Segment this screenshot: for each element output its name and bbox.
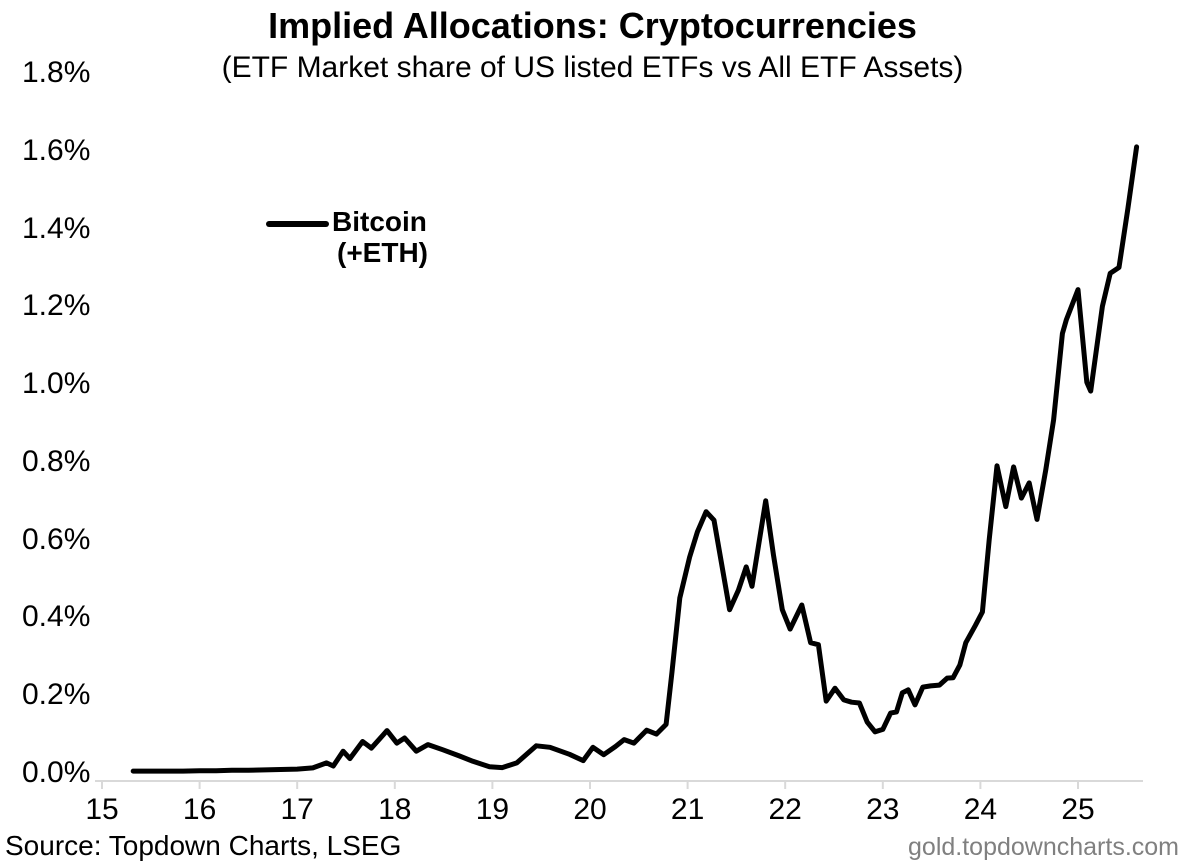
- legend-series-label-line1: Bitcoin: [332, 206, 427, 237]
- legend-series-label: Bitcoin (+ETH): [332, 206, 428, 268]
- y-tick-label: 1.6%: [22, 133, 91, 167]
- series-line-bitcoin-eth: [130, 144, 1140, 774]
- x-tick-label: 21: [670, 793, 705, 826]
- y-tick-label: 1.0%: [22, 367, 91, 401]
- legend-series-label-line2: (+ETH): [337, 237, 428, 268]
- x-tick-label: 15: [85, 793, 119, 826]
- y-tick-label: 0.8%: [22, 444, 91, 478]
- chart-subtitle: (ETF Market share of US listed ETFs vs A…: [221, 51, 964, 84]
- chart-title: Implied Allocations: Cryptocurrencies: [268, 5, 917, 46]
- y-tick-label: 0.2%: [22, 678, 91, 712]
- y-tick-label: 0.4%: [22, 600, 91, 634]
- x-tick-label: 22: [768, 793, 802, 826]
- y-tick-label: 0.0%: [22, 756, 91, 789]
- x-tick-label: 18: [378, 793, 412, 826]
- x-tick-label: 16: [182, 793, 217, 826]
- source-note: Source: Topdown Charts, LSEG: [5, 830, 402, 861]
- x-tick-label: 24: [963, 793, 998, 826]
- y-tick-label: 1.8%: [22, 56, 91, 89]
- watermark-link: gold.topdowncharts.com: [908, 833, 1179, 861]
- legend-line-swatch: [266, 221, 329, 227]
- x-tick-label: 17: [280, 793, 314, 826]
- x-tick-label: 25: [1061, 793, 1095, 826]
- x-tick-label: 23: [866, 793, 900, 826]
- x-tick-label: 19: [475, 793, 510, 826]
- legend: Bitcoin (+ETH): [266, 206, 428, 268]
- y-tick-label: 1.2%: [22, 289, 91, 323]
- x-tick-label: 20: [573, 793, 607, 826]
- y-tick-label: 1.4%: [22, 211, 91, 245]
- y-tick-label: 0.6%: [22, 522, 91, 556]
